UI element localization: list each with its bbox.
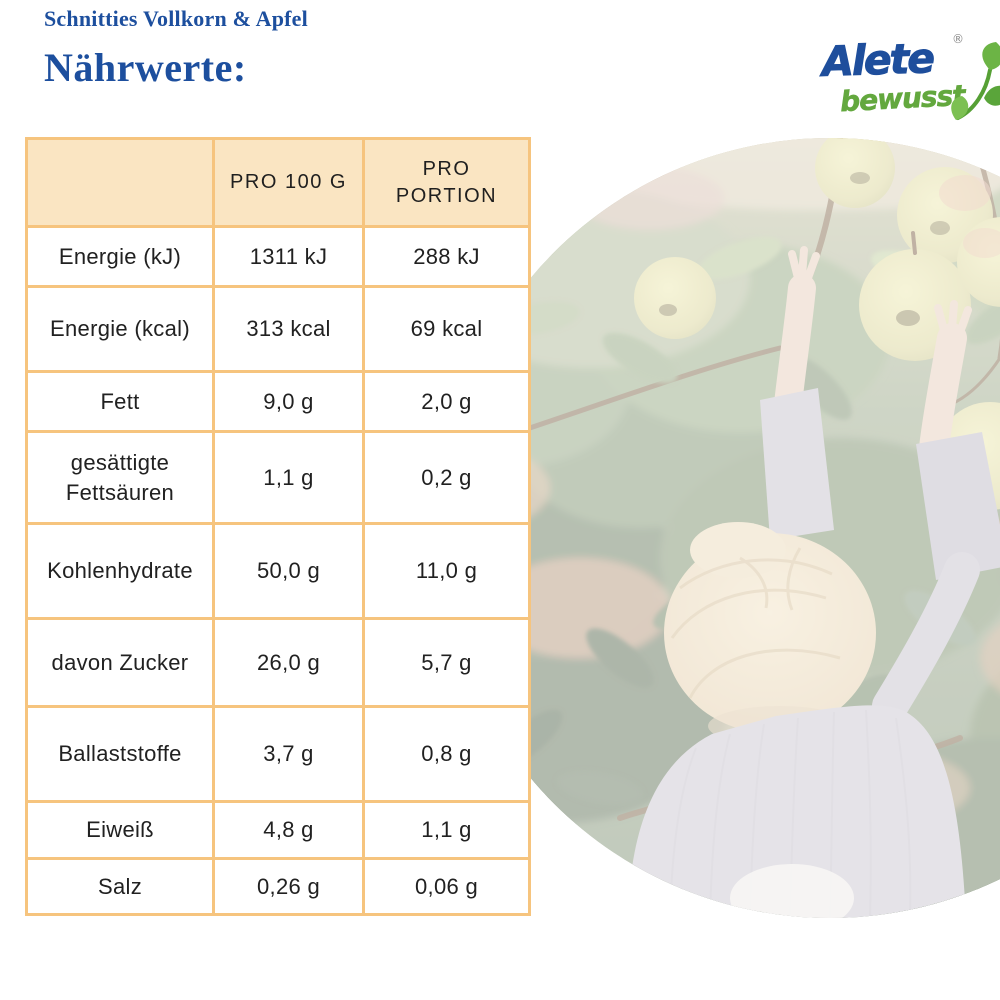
- table-row: Energie (kJ) 1311 kJ 288 kJ: [25, 225, 531, 288]
- row-value-portion: 2,0 g: [362, 370, 531, 433]
- header-per-portion: PRO PORTION: [362, 137, 531, 228]
- row-label: Fett: [25, 370, 215, 433]
- row-value-100g: 50,0 g: [212, 522, 365, 620]
- row-value-100g: 1,1 g: [212, 430, 365, 525]
- row-label: Energie (kcal): [25, 285, 215, 373]
- table-row: Fett 9,0 g 2,0 g: [25, 370, 531, 433]
- row-value-100g: 26,0 g: [212, 617, 365, 708]
- row-value-portion: 288 kJ: [362, 225, 531, 288]
- row-label: Salz: [25, 857, 215, 916]
- row-value-portion: 0,8 g: [362, 705, 531, 803]
- row-value-100g: 9,0 g: [212, 370, 365, 433]
- table-row: Kohlenhydrate 50,0 g 11,0 g: [25, 522, 531, 620]
- row-label: gesättigte Fettsäuren: [25, 430, 215, 525]
- row-label: davon Zucker: [25, 617, 215, 708]
- registered-trademark-icon: ®: [952, 32, 964, 46]
- row-label: Ballaststoffe: [25, 705, 215, 803]
- row-value-100g: 1311 kJ: [212, 225, 365, 288]
- alete-bewusst-logo: Alete ® bewusst: [812, 30, 1000, 122]
- row-value-100g: 313 kcal: [212, 285, 365, 373]
- row-value-portion: 69 kcal: [362, 285, 531, 373]
- nutrition-table: PRO 100 G PRO PORTION Energie (kJ) 1311 …: [25, 137, 531, 916]
- table-header-row: PRO 100 G PRO PORTION: [25, 137, 531, 228]
- table-row: Energie (kcal) 313 kcal 69 kcal: [25, 285, 531, 373]
- table-row: Eiweiß 4,8 g 1,1 g: [25, 800, 531, 860]
- row-label: Kohlenhydrate: [25, 522, 215, 620]
- table-row: Ballaststoffe 3,7 g 0,8 g: [25, 705, 531, 803]
- page-title: Nährwerte:: [44, 45, 247, 90]
- row-label: Energie (kJ): [25, 225, 215, 288]
- leaf-sprig-icon: [951, 42, 1000, 120]
- row-value-portion: 5,7 g: [362, 617, 531, 708]
- logo-brand-text: Alete: [821, 34, 935, 87]
- row-value-portion: 0,06 g: [362, 857, 531, 916]
- row-label: Eiweiß: [25, 800, 215, 860]
- row-value-portion: 0,2 g: [362, 430, 531, 525]
- product-name: Schnitties Vollkorn & Apfel: [44, 6, 308, 31]
- header-empty-cell: [25, 137, 215, 228]
- row-value-100g: 4,8 g: [212, 800, 365, 860]
- table-row: davon Zucker 26,0 g 5,7 g: [25, 617, 531, 708]
- row-value-100g: 0,26 g: [212, 857, 365, 916]
- table-row: Salz 0,26 g 0,06 g: [25, 857, 531, 916]
- header-per-100g: PRO 100 G: [212, 137, 365, 228]
- row-value-portion: 11,0 g: [362, 522, 531, 620]
- row-value-100g: 3,7 g: [212, 705, 365, 803]
- table-row: gesättigte Fettsäuren 1,1 g 0,2 g: [25, 430, 531, 525]
- row-value-portion: 1,1 g: [362, 800, 531, 860]
